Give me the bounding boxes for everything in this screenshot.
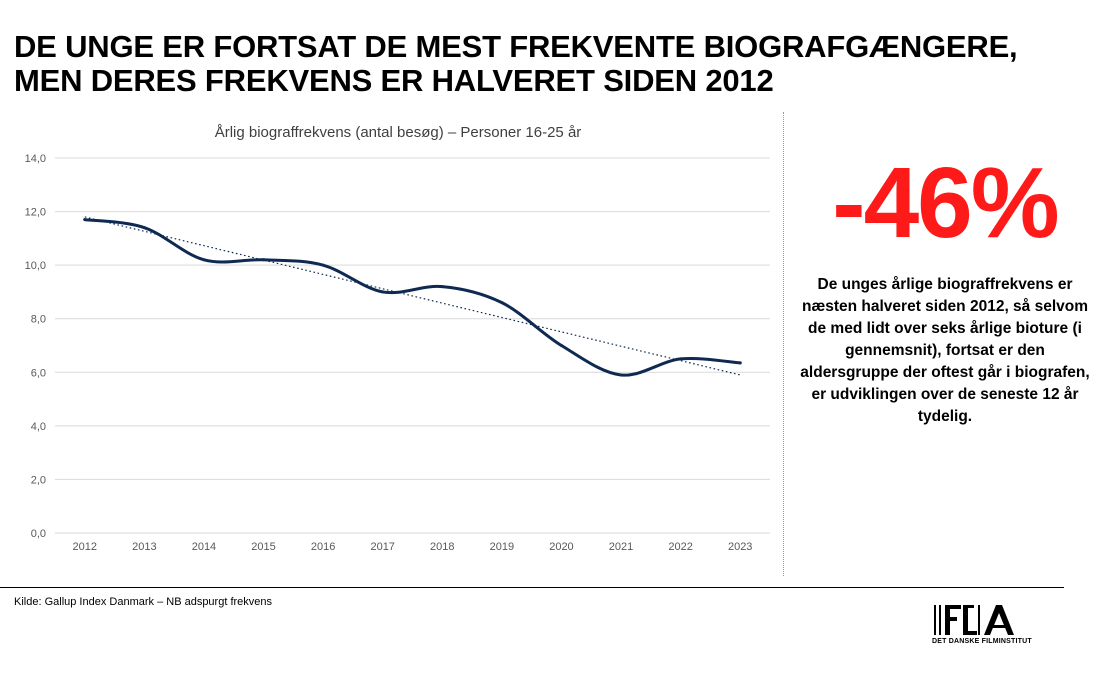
data-point xyxy=(619,373,623,377)
x-tick-label: 2022 xyxy=(668,541,692,553)
data-point xyxy=(559,344,563,347)
x-tick-label: 2020 xyxy=(549,541,573,553)
data-point xyxy=(738,361,742,365)
dfi-logo-icon xyxy=(934,605,1014,635)
data-point xyxy=(679,357,683,361)
x-tick-label: 2021 xyxy=(609,541,633,553)
headline-line-1: DE UNGE ER FORTSAT DE MEST FREKVENTE BIO… xyxy=(14,29,1018,64)
y-tick-label: 14,0 xyxy=(25,153,46,165)
y-axis: 0,0 2,0 4,0 6,0 8,0 10,0 12,0 14,0 xyxy=(25,153,46,540)
footer-divider xyxy=(0,587,1064,588)
frequency-line-chart: Årlig biograffrekvens (antal besøg) – Pe… xyxy=(25,124,770,553)
data-point xyxy=(142,226,146,230)
y-tick-label: 4,0 xyxy=(31,421,46,433)
change-percentage: -46% xyxy=(832,147,1059,259)
data-point xyxy=(202,258,206,262)
y-tick-label: 2,0 xyxy=(31,474,46,486)
trendline xyxy=(84,216,741,376)
y-tick-label: 0,0 xyxy=(31,528,46,540)
x-tick-label: 2012 xyxy=(73,541,97,553)
data-point xyxy=(500,301,504,305)
x-tick-label: 2016 xyxy=(311,541,335,553)
data-point xyxy=(440,285,444,289)
headline: DE UNGE ER FORTSAT DE MEST FREKVENTE BIO… xyxy=(14,30,1094,98)
x-tick-label: 2013 xyxy=(132,541,156,553)
x-tick-label: 2015 xyxy=(251,541,275,553)
data-point xyxy=(381,290,385,294)
source-note: Kilde: Gallup Index Danmark – NB adspurg… xyxy=(14,596,273,608)
x-axis: 2012 2013 2014 2015 2016 2017 2018 2019 2020 2021… xyxy=(73,541,753,553)
x-tick-label: 2023 xyxy=(728,541,752,553)
x-tick-label: 2019 xyxy=(490,541,514,553)
x-tick-label: 2018 xyxy=(430,541,454,553)
grid-layer xyxy=(55,157,770,534)
headline-line-2: MEN DERES FREKVENS ER HALVERET SIDEN 201… xyxy=(14,63,774,98)
y-tick-label: 6,0 xyxy=(31,367,46,379)
logo-caption: DET DANSKE FILMINSTITUT xyxy=(932,638,1032,645)
data-point xyxy=(321,263,325,267)
data-point xyxy=(262,258,266,262)
chart-title: Årlig biograffrekvens (antal besøg) – Pe… xyxy=(215,124,582,141)
stat-description: De unges årlige biograffrekvens er næste… xyxy=(800,276,1090,425)
data-point xyxy=(83,218,87,222)
y-tick-label: 10,0 xyxy=(25,260,46,272)
x-tick-label: 2017 xyxy=(370,541,394,553)
y-tick-label: 8,0 xyxy=(31,314,46,326)
y-tick-label: 12,0 xyxy=(25,207,46,219)
vertical-divider xyxy=(783,112,784,576)
series-line-16-25 xyxy=(83,218,742,377)
x-tick-label: 2014 xyxy=(192,541,216,553)
data-points xyxy=(83,218,742,377)
